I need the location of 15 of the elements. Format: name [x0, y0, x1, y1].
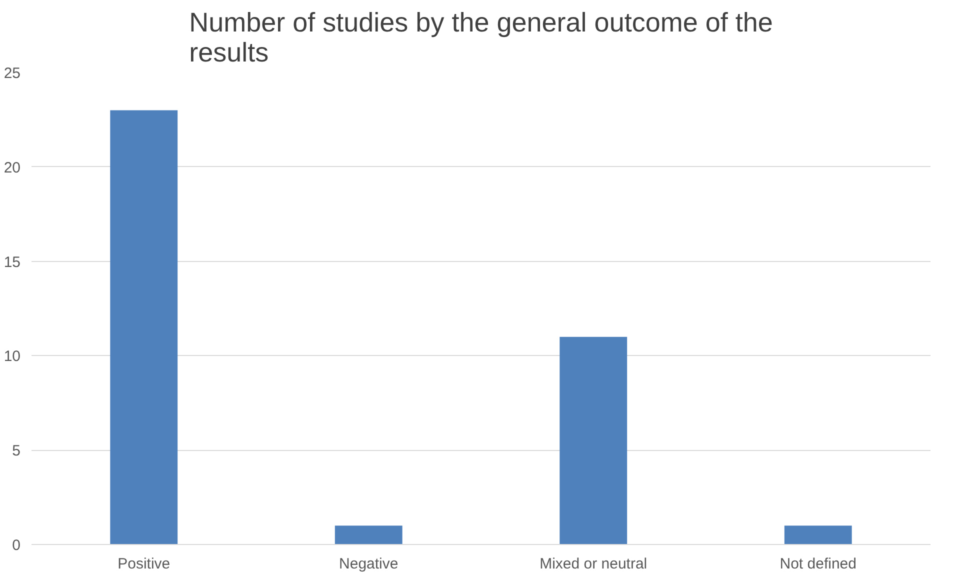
bar: [334, 526, 402, 544]
bar: [110, 110, 178, 544]
y-tick-label: 20: [4, 159, 21, 176]
x-tick-label: Positive: [118, 556, 170, 572]
y-tick-label: 25: [4, 65, 21, 82]
chart-title: Number of studies by the general outcome of the results: [189, 8, 773, 68]
bar: [560, 336, 628, 544]
x-tick-label: Mixed or neutral: [540, 556, 648, 572]
bar: [784, 526, 852, 544]
y-tick-label: 10: [4, 348, 21, 366]
y-tick-label: 15: [4, 254, 21, 271]
y-tick-label: 5: [12, 442, 20, 460]
x-tick-label: Negative: [339, 556, 398, 572]
x-tick-label: Not defined: [780, 556, 856, 572]
y-tick-label: 0: [12, 537, 20, 554]
